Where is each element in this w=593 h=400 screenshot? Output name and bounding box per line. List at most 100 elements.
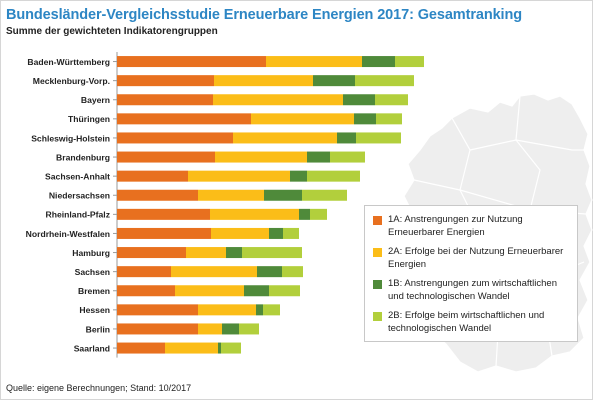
category-label: Hessen bbox=[79, 305, 110, 315]
bar-segment-2a bbox=[171, 266, 257, 278]
bar-segment-2b bbox=[282, 266, 303, 278]
bar-segment-2b bbox=[310, 208, 327, 220]
bar-segment-1a bbox=[117, 304, 198, 316]
bar-segment-1a bbox=[117, 323, 198, 335]
bar-segment-1b bbox=[354, 113, 376, 125]
category-label: Mecklenburg-Vorp. bbox=[33, 76, 110, 86]
bar-segment-1b bbox=[257, 266, 282, 278]
legend-item-2a: 2A: Erfolge bei der Nutzung Erneuerbarer… bbox=[373, 246, 571, 271]
bar-segment-1b bbox=[299, 208, 310, 220]
bar-segment-1a bbox=[117, 151, 215, 163]
bar-segment-1a bbox=[117, 75, 214, 87]
bar-segment-2a bbox=[198, 304, 256, 316]
bar-segment-2b bbox=[302, 189, 347, 201]
bar-segment-2a bbox=[213, 94, 343, 106]
category-label: Baden-Württemberg bbox=[27, 57, 110, 67]
bar-segment-2b bbox=[307, 170, 360, 182]
bar-segment-2b bbox=[221, 342, 241, 354]
bar-segment-1a bbox=[117, 94, 213, 106]
bar-segment-1b bbox=[307, 151, 330, 163]
bar-segment-1a bbox=[117, 342, 165, 354]
bar-segment-2b bbox=[375, 94, 408, 106]
bar-segment-2b bbox=[269, 285, 300, 297]
bar-segment-1a bbox=[117, 132, 233, 144]
legend-item-1b: 1B: Anstrengungen zum wirtschaftlichen u… bbox=[373, 278, 571, 303]
bar-segment-2a bbox=[211, 227, 269, 239]
bar-segment-2b bbox=[376, 113, 402, 125]
bar-segment-2a bbox=[233, 132, 337, 144]
category-label: Nordrhein-Westfalen bbox=[26, 229, 110, 239]
bar-segment-1a bbox=[117, 56, 266, 68]
legend-swatch-2a bbox=[373, 248, 382, 257]
bar-segment-2a bbox=[214, 75, 313, 87]
bar-segment-1b bbox=[337, 132, 356, 144]
legend-item-2b: 2B: Erfolge beim wirtschaftlichen und te… bbox=[373, 310, 571, 335]
bar-segment-2a bbox=[266, 56, 362, 68]
bar-segment-1b bbox=[256, 304, 263, 316]
legend-label-1b: 1B: Anstrengungen zum wirtschaftlichen u… bbox=[388, 278, 557, 302]
legend: 1A: Anstrengungen zur Nutzung Erneuerbar… bbox=[364, 205, 578, 342]
chart-subtitle: Summe der gewichteten Indikatorengruppen bbox=[6, 26, 218, 37]
bar-segment-2b bbox=[283, 227, 299, 239]
bar-segment-1b bbox=[222, 323, 239, 335]
bar-segment-2b bbox=[395, 56, 424, 68]
category-label: Saarland bbox=[74, 343, 110, 353]
category-label: Brandenburg bbox=[56, 152, 110, 162]
bar-segment-2a bbox=[186, 247, 226, 259]
bar-segment-2a bbox=[188, 170, 290, 182]
legend-label-2a: 2A: Erfolge bei der Nutzung Erneuerbarer… bbox=[388, 246, 564, 270]
bar-segment-1b bbox=[313, 75, 355, 87]
source-note: Quelle: eigene Berechnungen; Stand: 10/2… bbox=[6, 383, 192, 393]
legend-swatch-2b bbox=[373, 312, 382, 321]
category-label: Bayern bbox=[81, 95, 110, 105]
bar-segment-1b bbox=[264, 189, 302, 201]
bar-segment-1a bbox=[117, 208, 210, 220]
category-label: Bremen bbox=[78, 286, 110, 296]
bar-segment-1b bbox=[290, 170, 307, 182]
bar-segment-1b bbox=[218, 342, 221, 354]
bar-segment-2a bbox=[210, 208, 299, 220]
category-labels: Baden-Württemberg Mecklenburg-Vorp. Bayern… bbox=[26, 57, 110, 354]
bar-segment-2a bbox=[215, 151, 307, 163]
category-label: Sachsen bbox=[75, 267, 110, 277]
legend-label-2b: 2B: Erfolge beim wirtschaftlichen und te… bbox=[388, 310, 545, 334]
bar-segment-2a bbox=[198, 323, 222, 335]
chart-title: Bundesländer-Vergleichsstudie Erneuerbar… bbox=[6, 7, 522, 23]
legend-label-1a: 1A: Anstrengungen zur Nutzung Erneuerbar… bbox=[388, 214, 523, 238]
bar-segment-1a bbox=[117, 227, 211, 239]
bar-segment-2b bbox=[330, 151, 365, 163]
bars bbox=[117, 56, 424, 354]
legend-swatch-1b bbox=[373, 280, 382, 289]
bar-segment-1a bbox=[117, 189, 198, 201]
bar-segment-2b bbox=[239, 323, 259, 335]
bar-segment-1a bbox=[117, 247, 186, 259]
bar-segment-2b bbox=[242, 247, 302, 259]
bar-segment-1a bbox=[117, 113, 251, 125]
bar-segment-2a bbox=[175, 285, 244, 297]
category-label: Niedersachsen bbox=[49, 191, 110, 201]
bar-segment-2a bbox=[165, 342, 218, 354]
legend-item-1a: 1A: Anstrengungen zur Nutzung Erneuerbar… bbox=[373, 214, 571, 239]
category-label: Rheinland-Pfalz bbox=[46, 210, 110, 220]
bar-segment-1b bbox=[362, 56, 395, 68]
category-label: Hamburg bbox=[72, 248, 110, 258]
bar-segment-2b bbox=[355, 75, 414, 87]
bar-segment-1a bbox=[117, 170, 188, 182]
bar-segment-2b bbox=[356, 132, 401, 144]
category-label: Berlin bbox=[86, 324, 110, 334]
category-label: Thüringen bbox=[68, 114, 110, 124]
category-axis bbox=[113, 52, 118, 358]
bar-segment-1a bbox=[117, 266, 171, 278]
bar-segment-2a bbox=[198, 189, 264, 201]
bar-segment-1b bbox=[244, 285, 269, 297]
legend-swatch-1a bbox=[373, 216, 382, 225]
bar-segment-1b bbox=[343, 94, 375, 106]
bar-segment-1a bbox=[117, 285, 175, 297]
category-label: Schleswig-Holstein bbox=[31, 133, 110, 143]
bar-segment-2a bbox=[251, 113, 354, 125]
bar-segment-1b bbox=[269, 227, 283, 239]
category-label: Sachsen-Anhalt bbox=[45, 171, 110, 181]
map-border-line bbox=[469, 139, 584, 151]
bar-segment-2b bbox=[263, 304, 280, 316]
bar-segment-1b bbox=[226, 247, 242, 259]
